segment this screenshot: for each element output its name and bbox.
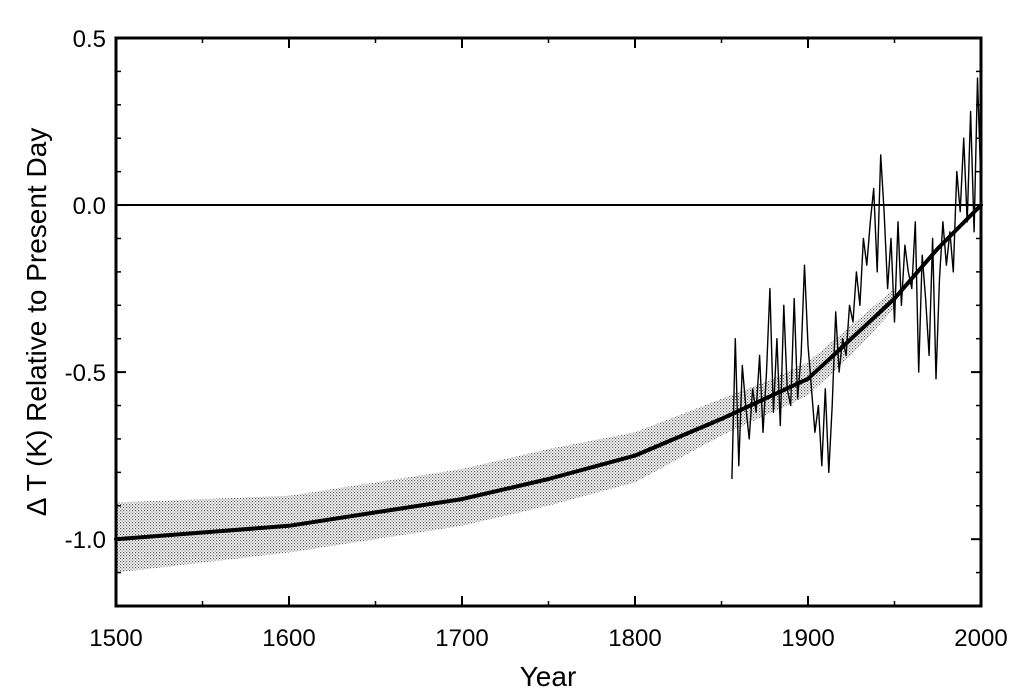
x-axis-title: Year <box>520 661 577 692</box>
x-tick-label: 1800 <box>608 625 661 652</box>
x-tick-label: 1600 <box>262 625 315 652</box>
uncertainty-band <box>116 288 895 573</box>
y-tick-label: -0.5 <box>65 360 106 387</box>
y-tick-label: 0.0 <box>73 193 106 220</box>
y-axis-title: Δ T (K) Relative to Present Day <box>21 128 52 517</box>
x-tick-label: 1900 <box>781 625 834 652</box>
x-tick-label: 2000 <box>954 625 1007 652</box>
instrumental-record-line <box>731 77 982 480</box>
y-tick-label: 0.5 <box>73 26 106 53</box>
reconstruction-line <box>114 203 983 542</box>
x-tick-label: 1500 <box>89 625 142 652</box>
y-tick-label: -1.0 <box>65 527 106 554</box>
x-tick-label: 1700 <box>435 625 488 652</box>
